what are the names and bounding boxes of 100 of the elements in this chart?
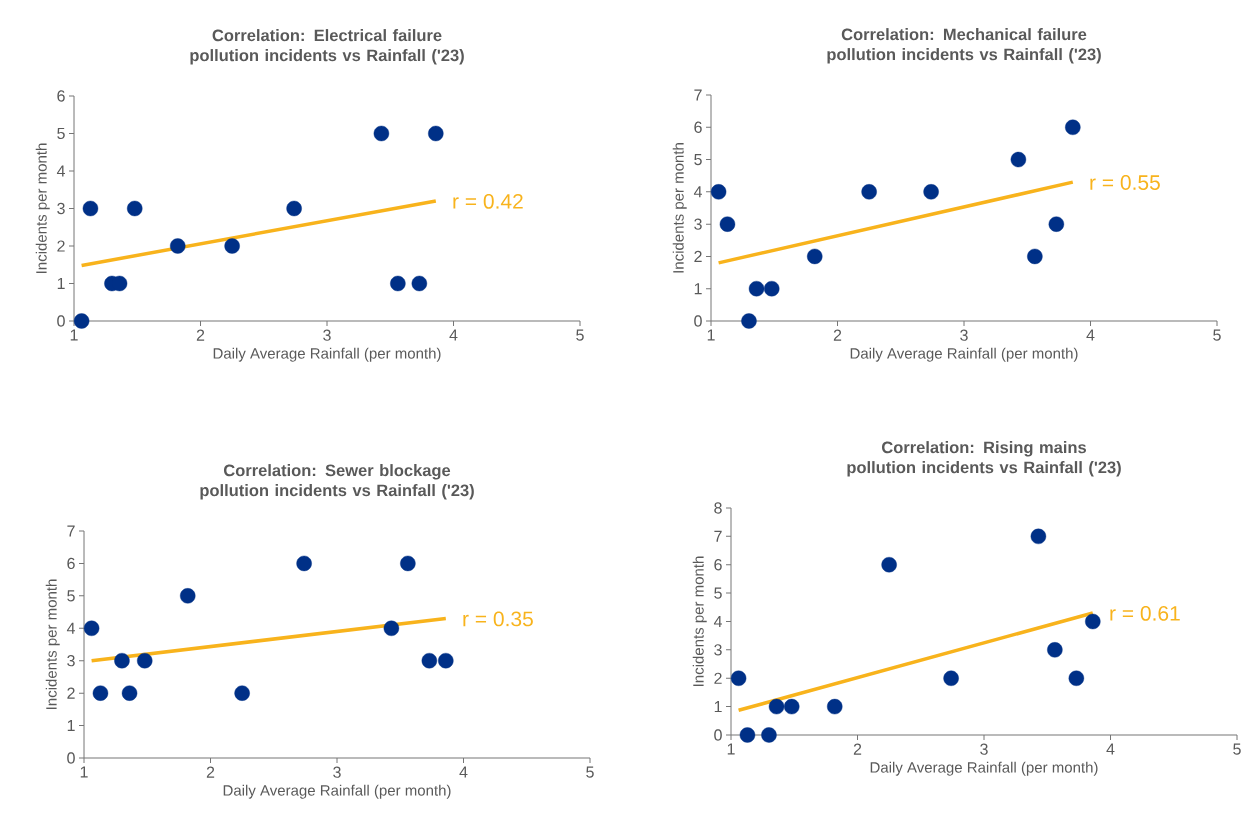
y-tick-label: 2 (714, 672, 722, 684)
point (73, 313, 90, 329)
y-tick-label: 0 (714, 729, 722, 741)
point (710, 184, 727, 200)
x-tick-label: 3 (333, 766, 341, 778)
point (943, 670, 959, 686)
x-axis-title: Daily Average Rainfall (per month) (850, 347, 1078, 362)
point (1010, 151, 1027, 168)
y-tick-label: 4 (693, 186, 702, 198)
y-tick-label: 3 (714, 644, 722, 656)
y-tick-label: 5 (67, 590, 75, 602)
y-tick-label: 6 (714, 559, 722, 571)
point (748, 281, 765, 297)
x-axis-title: Daily Average Rainfall (per month) (870, 761, 1098, 776)
x-tick-label: 4 (1086, 329, 1095, 341)
point (761, 727, 777, 743)
x-tick-label: 2 (833, 329, 842, 341)
y-tick-label: 0 (67, 752, 75, 764)
point (224, 238, 240, 254)
y-tick-label: 7 (694, 89, 702, 101)
y-tick-label: 3 (67, 655, 75, 667)
y-tick-label: 5 (694, 153, 702, 166)
point (730, 670, 747, 686)
y-tick-label: 2 (67, 687, 75, 699)
point (121, 685, 138, 701)
point (373, 125, 390, 142)
y-tick-label: 0 (694, 315, 702, 327)
x-tick-label: 4 (449, 329, 458, 341)
point (1047, 642, 1063, 658)
point (768, 698, 785, 715)
point (234, 685, 250, 701)
y-tick-label: 1 (714, 701, 722, 713)
x-axis-title: Daily Average Rainfall (per month) (213, 347, 441, 362)
point (807, 248, 823, 265)
y-tick-label: 6 (57, 90, 65, 102)
point (82, 200, 99, 217)
y-tick-label: 7 (67, 525, 75, 537)
point (411, 275, 428, 292)
y-tick-label: 5 (57, 127, 65, 140)
annotation: r = 0.42 (453, 193, 523, 209)
y-tick-label: 7 (714, 530, 722, 542)
point (296, 555, 312, 572)
point (861, 184, 877, 200)
y-tick-label: 3 (694, 218, 702, 230)
chart-title: Correlation: Electrical failure pollution incidents vs Rainfall ('23) (190, 29, 464, 65)
point (286, 200, 302, 217)
y-tick-label: 2 (57, 240, 65, 252)
x-tick-label: 3 (960, 329, 968, 341)
y-tick-label: 5 (714, 587, 722, 599)
chart-title: Correlation: Sewer blockage pollution incidents vs Rainfall ('23) (200, 464, 474, 500)
point (83, 620, 100, 636)
y-axis-title: Incidents per month (672, 143, 687, 273)
y-tick-label: 6 (67, 557, 75, 570)
y-tick-label: 6 (694, 121, 702, 133)
point (428, 125, 444, 142)
point (1048, 216, 1065, 232)
point (739, 727, 756, 743)
y-tick-label: 1 (57, 277, 65, 289)
x-tick-label: 1 (727, 743, 735, 755)
point (923, 184, 939, 200)
point (92, 685, 109, 701)
x-tick-label: 3 (980, 743, 988, 755)
x-tick-label: 3 (323, 329, 331, 341)
x-tick-label: 5 (1233, 743, 1241, 755)
y-tick-label: 1 (694, 283, 702, 295)
point (180, 588, 196, 604)
y-tick-label: 0 (57, 315, 65, 327)
point (719, 216, 736, 232)
x-tick-label: 2 (196, 329, 205, 341)
point (383, 620, 400, 636)
annotation: r = 0.35 (463, 611, 533, 627)
chart-title: Correlation: Mechanical failure pollution incidents vs Rainfall ('23) (827, 28, 1101, 64)
point (114, 653, 130, 669)
y-tick-label: 4 (66, 622, 75, 634)
y-tick-label: 1 (67, 720, 75, 732)
point (741, 313, 757, 329)
y-axis-title: Incidents per month (35, 143, 50, 273)
x-tick-label: 5 (586, 766, 594, 778)
point (400, 555, 416, 572)
point (1030, 528, 1047, 545)
point (827, 698, 843, 715)
y-tick-label: 4 (56, 165, 65, 177)
x-tick-label: 1 (80, 766, 88, 778)
chart-title: Correlation: Rising mains pollution incidents vs Rainfall ('23) (847, 441, 1121, 477)
x-tick-label: 2 (853, 743, 862, 755)
x-tick-label: 4 (459, 766, 468, 778)
x-axis-title: Daily Average Rainfall (per month) (223, 784, 451, 799)
annotation: r = 0.61 (1110, 605, 1180, 621)
x-tick-label: 2 (206, 766, 215, 778)
y-tick-label: 4 (713, 615, 722, 627)
point (1085, 613, 1101, 630)
point (127, 200, 143, 217)
y-tick-label: 8 (714, 502, 722, 514)
x-tick-label: 4 (1106, 743, 1115, 755)
point (1027, 248, 1043, 265)
x-tick-label: 5 (1213, 329, 1221, 341)
point (764, 281, 780, 297)
point (1065, 119, 1081, 135)
point (390, 275, 406, 292)
y-tick-label: 3 (57, 202, 65, 215)
